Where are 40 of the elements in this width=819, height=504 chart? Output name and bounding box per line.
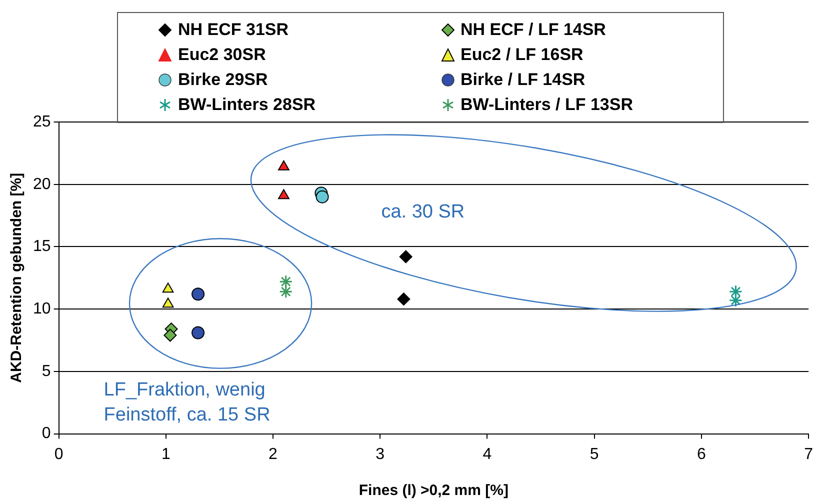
legend-label: BW-Linters 28SR xyxy=(178,95,316,116)
x-tick-label: 5 xyxy=(590,446,599,463)
x-axis-title: Fines (l) >0,2 mm [%] xyxy=(358,482,508,500)
point xyxy=(397,292,410,306)
x-tick-label: 4 xyxy=(482,446,492,463)
legend-label: Euc2 30SR xyxy=(178,44,266,65)
point xyxy=(278,160,290,170)
y-tick-label: 0 xyxy=(42,425,51,442)
point xyxy=(728,294,742,308)
y-tick-label: 15 xyxy=(33,238,51,256)
point xyxy=(316,190,329,204)
x-tick-label: 7 xyxy=(804,446,814,463)
point xyxy=(162,298,174,308)
point xyxy=(728,284,742,298)
y-tick-label: 10 xyxy=(33,300,51,318)
annotation: ca. 30 SR xyxy=(381,202,465,223)
point xyxy=(162,282,174,293)
legend-label: BW-Linters / LF 13SR xyxy=(460,95,634,116)
x-tick-label: 2 xyxy=(268,446,278,463)
y-tick-label: 5 xyxy=(42,362,51,380)
point xyxy=(279,284,293,298)
legend-label: Euc2 / LF 16SR xyxy=(460,44,584,65)
legend-label: Birke / LF 14SR xyxy=(460,70,586,90)
annotation: LF_Fraktion, wenig Feinstoff, ca. 15 SR xyxy=(104,379,270,426)
x-tick-label: 0 xyxy=(54,446,64,463)
x-tick-label: 1 xyxy=(161,446,170,463)
point xyxy=(192,288,205,301)
x-tick-label: 3 xyxy=(376,446,385,463)
point xyxy=(399,250,412,264)
legend-label: NH ECF 31SR xyxy=(178,20,289,40)
y-tick-label: 20 xyxy=(33,176,51,193)
legend-label: NH ECF / LF 14SR xyxy=(460,20,606,40)
x-tick-label: 6 xyxy=(696,446,706,463)
point xyxy=(192,326,205,340)
point xyxy=(279,274,293,288)
y-tick-label: 25 xyxy=(33,113,51,130)
y-axis-title: AKD-Retention gebunden [%] xyxy=(8,172,26,383)
point xyxy=(278,189,290,200)
point xyxy=(164,328,177,342)
legend-label: Birke 29SR xyxy=(178,70,268,90)
